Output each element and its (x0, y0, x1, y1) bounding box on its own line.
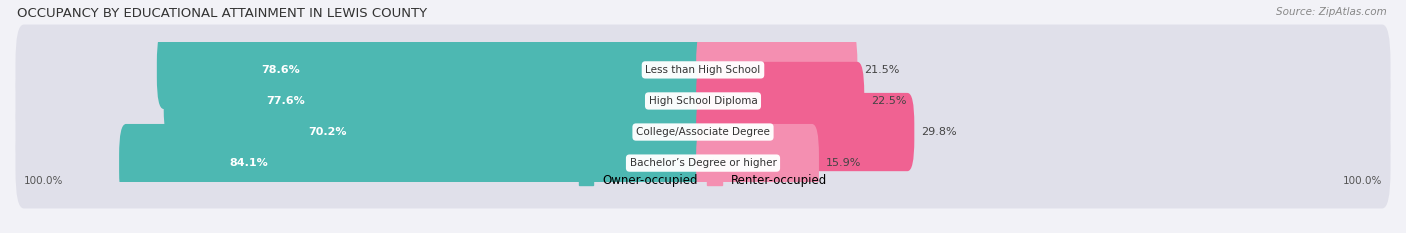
Text: OCCUPANCY BY EDUCATIONAL ATTAINMENT IN LEWIS COUNTY: OCCUPANCY BY EDUCATIONAL ATTAINMENT IN L… (17, 7, 427, 20)
FancyBboxPatch shape (696, 62, 865, 140)
FancyBboxPatch shape (163, 62, 710, 140)
FancyBboxPatch shape (15, 87, 1391, 177)
Text: Bachelor’s Degree or higher: Bachelor’s Degree or higher (630, 158, 776, 168)
FancyBboxPatch shape (15, 56, 1391, 146)
Text: High School Diploma: High School Diploma (648, 96, 758, 106)
Text: College/Associate Degree: College/Associate Degree (636, 127, 770, 137)
FancyBboxPatch shape (696, 93, 914, 171)
Text: Source: ZipAtlas.com: Source: ZipAtlas.com (1275, 7, 1386, 17)
FancyBboxPatch shape (15, 118, 1391, 209)
Text: 100.0%: 100.0% (1343, 176, 1382, 186)
FancyBboxPatch shape (120, 124, 710, 202)
Text: 21.5%: 21.5% (865, 65, 900, 75)
FancyBboxPatch shape (15, 24, 1391, 115)
FancyBboxPatch shape (696, 31, 858, 109)
Text: 22.5%: 22.5% (872, 96, 907, 106)
FancyBboxPatch shape (215, 93, 710, 171)
Text: 29.8%: 29.8% (921, 127, 957, 137)
Text: 78.6%: 78.6% (260, 65, 299, 75)
Text: 84.1%: 84.1% (229, 158, 269, 168)
Legend: Owner-occupied, Renter-occupied: Owner-occupied, Renter-occupied (579, 174, 827, 187)
Text: 70.2%: 70.2% (308, 127, 346, 137)
Text: Less than High School: Less than High School (645, 65, 761, 75)
Text: 100.0%: 100.0% (24, 176, 63, 186)
FancyBboxPatch shape (696, 124, 818, 202)
Text: 77.6%: 77.6% (266, 96, 305, 106)
FancyBboxPatch shape (157, 31, 710, 109)
Text: 15.9%: 15.9% (825, 158, 862, 168)
